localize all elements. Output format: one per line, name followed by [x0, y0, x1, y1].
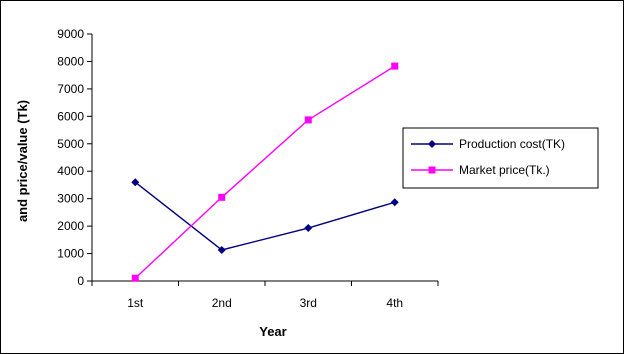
data-point	[391, 62, 399, 70]
legend-label: Production cost(TK)	[459, 137, 565, 151]
y-tick-label: 6000	[57, 109, 84, 123]
legend-box	[402, 127, 599, 189]
x-axis-title: Year	[259, 324, 286, 339]
data-point	[217, 245, 226, 254]
legend-entry: Production cost(TK)	[411, 137, 565, 151]
data-point	[131, 178, 140, 187]
legend-label: Market price(Tk.)	[459, 163, 550, 177]
y-tick-label: 2000	[57, 219, 84, 233]
data-point	[304, 224, 313, 233]
axes: 0 1000 2000 3000 4000 5000 6000 7000 8000 9000 1st…	[15, 27, 439, 339]
y-tick-label: 4000	[57, 164, 84, 178]
y-tick-label: 3000	[57, 192, 84, 206]
legend: Production cost(TK) Market price(Tk.)	[402, 127, 599, 189]
series-1	[131, 62, 399, 282]
x-tick-label: 1st	[127, 296, 144, 310]
y-tick-label: 5000	[57, 137, 84, 151]
legend-marker	[428, 140, 436, 148]
series-layer	[131, 62, 399, 282]
legend-marker	[428, 166, 436, 174]
y-tick-label: 9000	[57, 27, 84, 41]
data-point	[218, 193, 226, 201]
data-point	[390, 198, 399, 207]
x-tick-label: 2nd	[212, 296, 232, 310]
data-point	[304, 116, 312, 124]
series-line	[134, 181, 395, 251]
series-0	[131, 178, 399, 254]
y-tick-label: 8000	[57, 54, 84, 68]
x-tick-label: 4th	[386, 296, 403, 310]
y-tick-label: 1000	[57, 247, 84, 261]
y-axis-title: and price/value (Tk)	[15, 100, 30, 222]
y-tick-label: 0	[77, 274, 84, 288]
series-line	[134, 65, 396, 279]
y-tick-label: 7000	[57, 82, 84, 96]
data-point	[131, 274, 139, 282]
legend-entry: Market price(Tk.)	[411, 163, 550, 177]
x-tick-label: 3rd	[300, 296, 317, 310]
